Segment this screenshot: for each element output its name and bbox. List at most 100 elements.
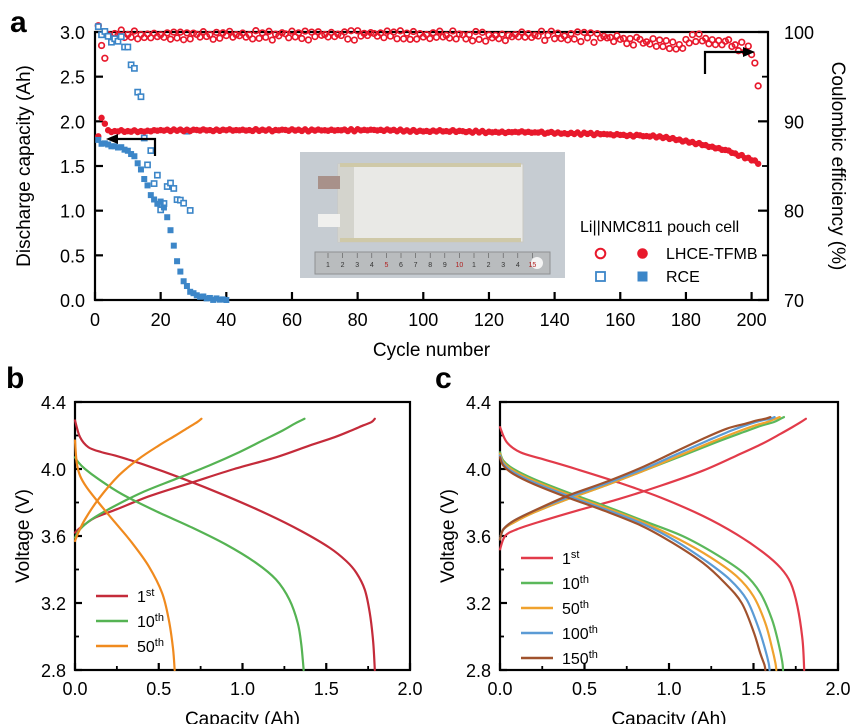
panel-a-xtick: 20 <box>151 310 171 330</box>
data-point <box>163 29 171 37</box>
data-point <box>151 196 158 203</box>
data-point <box>130 27 139 35</box>
data-point <box>278 29 286 37</box>
ruler-number: 7 <box>414 262 418 269</box>
curve-10th-charge <box>73 417 306 539</box>
data-point <box>406 35 414 44</box>
legend-title: Li||NMC811 pouch cell <box>580 219 739 236</box>
data-point <box>160 33 168 41</box>
legend-label: 50th <box>562 599 589 618</box>
data-point <box>432 33 441 41</box>
svg-b-xtick: 0.5 <box>146 679 171 699</box>
data-point <box>153 171 161 179</box>
panel-a-ytick-left: 2.0 <box>60 112 85 132</box>
data-point <box>498 30 506 38</box>
svg-b-xlabel: Capacity (Ah) <box>185 709 300 724</box>
data-point <box>754 82 762 90</box>
data-point <box>301 27 309 35</box>
data-point <box>590 38 598 46</box>
data-point <box>738 38 746 46</box>
legend-marker-open <box>595 271 606 282</box>
panel-a-xtick: 120 <box>474 310 504 330</box>
left-arrow-head <box>106 134 118 144</box>
data-point <box>547 27 555 35</box>
data-point <box>692 37 700 46</box>
data-point <box>137 166 144 173</box>
legend-label: 1st <box>562 549 579 568</box>
data-point <box>258 29 267 37</box>
data-point <box>124 147 131 154</box>
panel-a-inset-photo: 1 2 3 4 5 6 7 8 9 10 1 2 3 4 15 <box>300 152 565 278</box>
data-point <box>98 114 105 122</box>
svg-c-ytick: 3.6 <box>466 527 491 547</box>
data-point <box>166 35 175 43</box>
series-lhce-tfmb-discharge-capacity <box>95 114 762 167</box>
data-point <box>170 185 178 192</box>
data-point <box>255 34 263 43</box>
data-point <box>209 35 217 43</box>
data-point <box>298 34 306 43</box>
data-point <box>104 32 112 40</box>
data-point <box>180 199 188 207</box>
data-point <box>399 35 408 43</box>
data-point <box>380 33 388 42</box>
data-point <box>95 136 102 143</box>
curve-50th-discharge <box>498 452 778 672</box>
series-rce-discharge-capacity <box>95 136 230 304</box>
panel-a-xtick: 200 <box>737 310 767 330</box>
data-point <box>137 93 145 101</box>
panel-c-plot: 0.0 0.5 1.0 1.5 2.0 Capacity (Ah) 2.8 3.2 3.6 4.0… <box>438 393 851 724</box>
data-point <box>623 39 631 48</box>
data-point <box>167 227 174 234</box>
data-point <box>619 34 628 43</box>
data-point <box>147 192 154 199</box>
curve-150th-charge <box>498 415 772 541</box>
data-point <box>495 35 503 43</box>
data-point <box>174 258 181 265</box>
panel-a-letter: a <box>10 6 27 39</box>
data-point <box>167 179 174 187</box>
curve-10th-discharge <box>73 456 305 672</box>
legend-label: 1st <box>137 587 154 606</box>
data-point <box>649 35 657 43</box>
data-point <box>344 35 352 43</box>
svg-b-ylabel: Voltage (V) <box>13 489 34 583</box>
data-point <box>685 39 693 47</box>
data-point <box>518 28 526 36</box>
data-point <box>531 31 539 39</box>
svg-b-xtick: 1.5 <box>314 679 339 699</box>
data-point <box>304 36 313 44</box>
svg-b-ytick: 3.6 <box>41 527 66 547</box>
panel-a-ytick-right: 70 <box>784 291 804 311</box>
data-point <box>393 35 401 43</box>
data-point <box>101 54 109 62</box>
legend-label: 10th <box>137 612 164 631</box>
svg-b-legend: 1st 10th 50th <box>96 587 164 656</box>
data-point <box>656 36 664 44</box>
right-arrow-annotation <box>703 50 748 74</box>
data-point <box>173 34 181 42</box>
panel-a-ytick-left: 2.5 <box>60 68 85 88</box>
data-point <box>94 23 102 31</box>
panel-b: b 0.0 0.5 1.0 1.5 2.0 Capacity (Ah) 2.8 3.2 3.6 4… <box>0 360 430 724</box>
ruler-number: 1 <box>472 262 476 269</box>
data-point <box>577 37 585 46</box>
data-point <box>223 297 230 304</box>
data-point <box>462 35 470 43</box>
data-point <box>294 29 303 37</box>
data-point <box>176 28 185 36</box>
data-point <box>662 37 670 45</box>
left-arrow-annotation <box>113 137 157 156</box>
data-point <box>347 27 355 35</box>
data-point <box>724 36 733 44</box>
ruler-number: 8 <box>428 262 432 269</box>
data-point <box>131 153 138 160</box>
data-point <box>646 40 654 48</box>
data-point <box>147 34 155 42</box>
data-point <box>478 28 487 36</box>
data-point <box>587 29 595 37</box>
panel-a-ytick-left: 1.0 <box>60 202 85 222</box>
svg-c-ytick: 2.8 <box>466 661 491 681</box>
data-point <box>170 242 177 249</box>
